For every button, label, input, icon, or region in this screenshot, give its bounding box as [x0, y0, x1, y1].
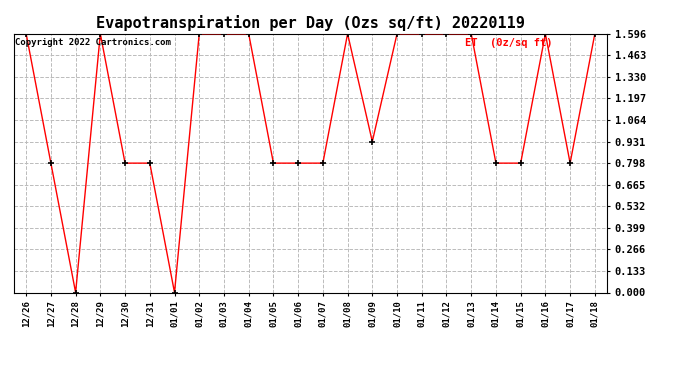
Title: Evapotranspiration per Day (Ozs sq/ft) 20220119: Evapotranspiration per Day (Ozs sq/ft) 2… [96, 15, 525, 31]
Text: ET  (0z/sq ft): ET (0z/sq ft) [465, 38, 552, 48]
Text: Copyright 2022 Cartronics.com: Copyright 2022 Cartronics.com [15, 38, 171, 46]
